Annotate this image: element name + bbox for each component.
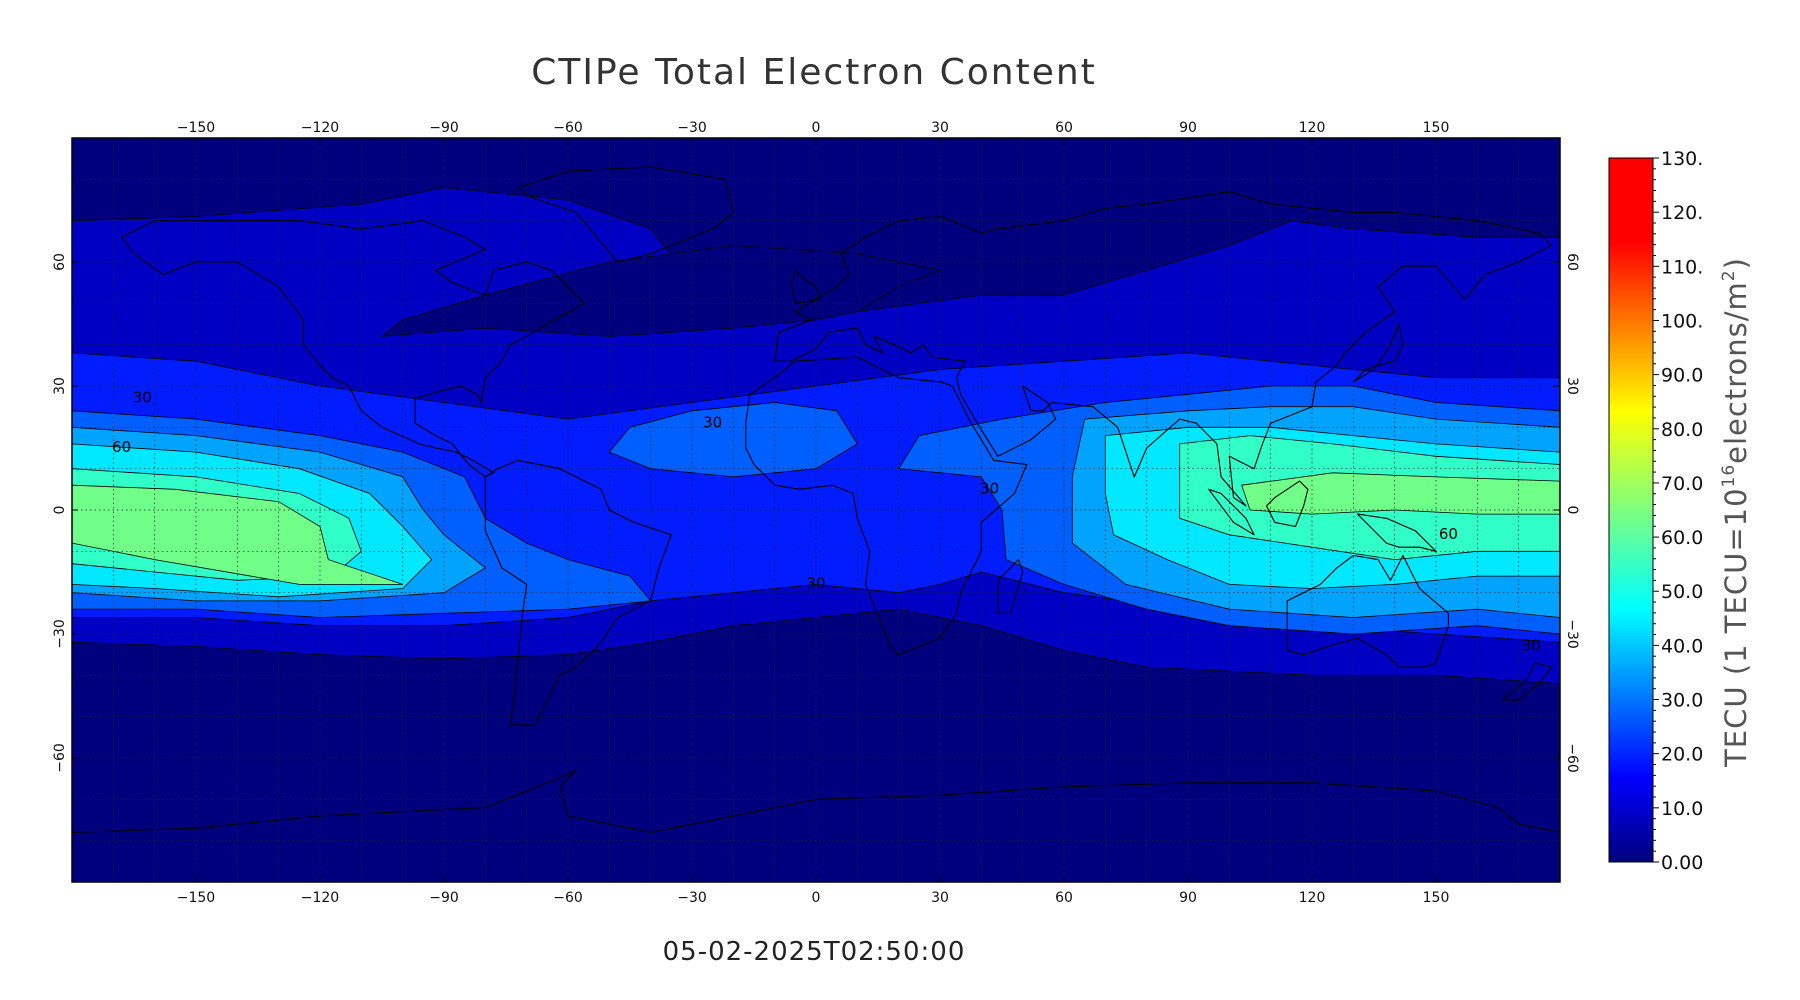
graticule xyxy=(72,138,1560,882)
lon-label-top: 90 xyxy=(1179,120,1197,136)
lat-label-right: −60 xyxy=(1564,743,1580,773)
contour-label: 60 xyxy=(112,438,131,456)
colorbar-tick-label: 100. xyxy=(1661,310,1703,332)
lon-label-top: −120 xyxy=(301,120,339,136)
coastline-madagascar xyxy=(997,559,1024,614)
coastline-greenland xyxy=(517,166,734,263)
colorbar-tick-label: 20.0 xyxy=(1661,744,1703,766)
lon-label-top: −150 xyxy=(177,120,215,136)
coastline-new-zealand xyxy=(1501,662,1553,701)
map-title: CTIPe Total Electron Content xyxy=(531,52,1097,93)
coastline-australia xyxy=(1286,554,1449,668)
colorbar-tick-label: 60.0 xyxy=(1661,527,1703,549)
lon-label-bottom: 60 xyxy=(1055,890,1073,906)
colorbar-tick-label: 0.00 xyxy=(1661,852,1703,874)
lon-label-bottom: 150 xyxy=(1423,890,1450,906)
colorbar: 130. 120. 110. 100. 90.0 80.0 70.0 60.0 50.0 40.0… xyxy=(1608,148,1753,874)
colorbar-tick-label: 130. xyxy=(1661,148,1703,170)
colorbar-tick-label: 10.0 xyxy=(1661,798,1703,820)
timestamp: 05-02-2025T02:50:00 xyxy=(663,937,966,967)
lat-label-right: 30 xyxy=(1564,377,1580,395)
lon-label-top: 0 xyxy=(812,120,821,136)
colorbar-ticks: 130. 120. 110. 100. 90.0 80.0 70.0 60.0 50.0 40.0… xyxy=(1653,148,1703,874)
lat-label-left: 0 xyxy=(52,506,68,515)
colorbar-label-sup: 16 xyxy=(1719,464,1739,488)
colorbar-gradient xyxy=(1608,157,1654,863)
lat-label-right: −30 xyxy=(1564,619,1580,649)
lon-label-top: −30 xyxy=(677,120,707,136)
lat-label-right: 0 xyxy=(1564,506,1580,515)
lon-label-top: −90 xyxy=(429,120,459,136)
lon-label-bottom: −150 xyxy=(177,890,215,906)
colorbar-tick-label: 90.0 xyxy=(1661,365,1703,387)
coastline-borneo xyxy=(1265,480,1309,528)
contour-label: 60 xyxy=(1439,525,1458,543)
contour-label: 30 xyxy=(133,389,152,407)
lon-label-top: 150 xyxy=(1423,120,1450,136)
lon-label-top: 120 xyxy=(1299,120,1326,136)
colorbar-label-mid: electrons/m xyxy=(1719,281,1753,464)
coastline-sumatra xyxy=(1208,488,1255,536)
lat-label-left: 30 xyxy=(52,377,68,395)
contour-labels: 30 60 30 30 30 60 30 xyxy=(112,389,1541,655)
contour-label: 30 xyxy=(1522,637,1541,655)
coastline-south-america xyxy=(484,459,672,726)
lon-label-bottom: 30 xyxy=(931,890,949,906)
coastline-antarctica xyxy=(72,769,1560,833)
colorbar-tick-label: 70.0 xyxy=(1661,473,1703,495)
lat-label-left: −30 xyxy=(52,619,68,649)
coastline-north-america xyxy=(121,220,586,478)
colorbar-tick-label: 80.0 xyxy=(1661,419,1703,441)
lon-label-bottom: −60 xyxy=(553,890,583,906)
lat-label-left: 60 xyxy=(52,253,68,271)
lon-label-bottom: 120 xyxy=(1299,890,1326,906)
lat-label-right: 60 xyxy=(1564,253,1580,271)
colorbar-label-end: ) xyxy=(1719,257,1753,269)
band-70-east xyxy=(1241,472,1560,515)
lon-label-bottom: 90 xyxy=(1179,890,1197,906)
coastline-new-guinea xyxy=(1356,513,1437,552)
lon-label-bottom: −90 xyxy=(429,890,459,906)
map-panel: 30 60 30 30 30 60 30 xyxy=(72,138,1560,882)
lon-label-bottom: −120 xyxy=(301,890,339,906)
coastlines xyxy=(72,166,1560,833)
lon-label-bottom: 0 xyxy=(812,890,821,906)
lon-label-bottom: −30 xyxy=(677,890,707,906)
coastline-eurasia xyxy=(774,191,1553,507)
colorbar-label-main: TECU (1 TECU=10 xyxy=(1719,487,1753,767)
contour-label: 30 xyxy=(703,413,722,431)
coastline-africa xyxy=(745,356,1028,656)
colorbar-tick-label: 120. xyxy=(1661,202,1703,224)
contour-label: 30 xyxy=(806,575,825,593)
lat-label-left: −60 xyxy=(52,743,68,773)
lon-label-top: 30 xyxy=(931,120,949,136)
colorbar-label-sup2: 2 xyxy=(1719,269,1739,281)
contour-label: 30 xyxy=(980,479,999,497)
lon-label-top: −60 xyxy=(553,120,583,136)
colorbar-tick-label: 30.0 xyxy=(1661,690,1703,712)
colorbar-tick-label: 110. xyxy=(1661,256,1703,278)
coastline-great-britain xyxy=(790,269,821,304)
coastline-japan xyxy=(1352,323,1404,383)
colorbar-label: TECU (1 TECU=1016electrons/m2) xyxy=(1719,257,1753,768)
colorbar-tick-label: 50.0 xyxy=(1661,581,1703,603)
lon-label-top: 60 xyxy=(1055,120,1073,136)
colorbar-tick-label: 40.0 xyxy=(1661,635,1703,657)
map-axes: −150−150−120−120−90−90−60−60−30−30003030… xyxy=(52,120,1580,906)
